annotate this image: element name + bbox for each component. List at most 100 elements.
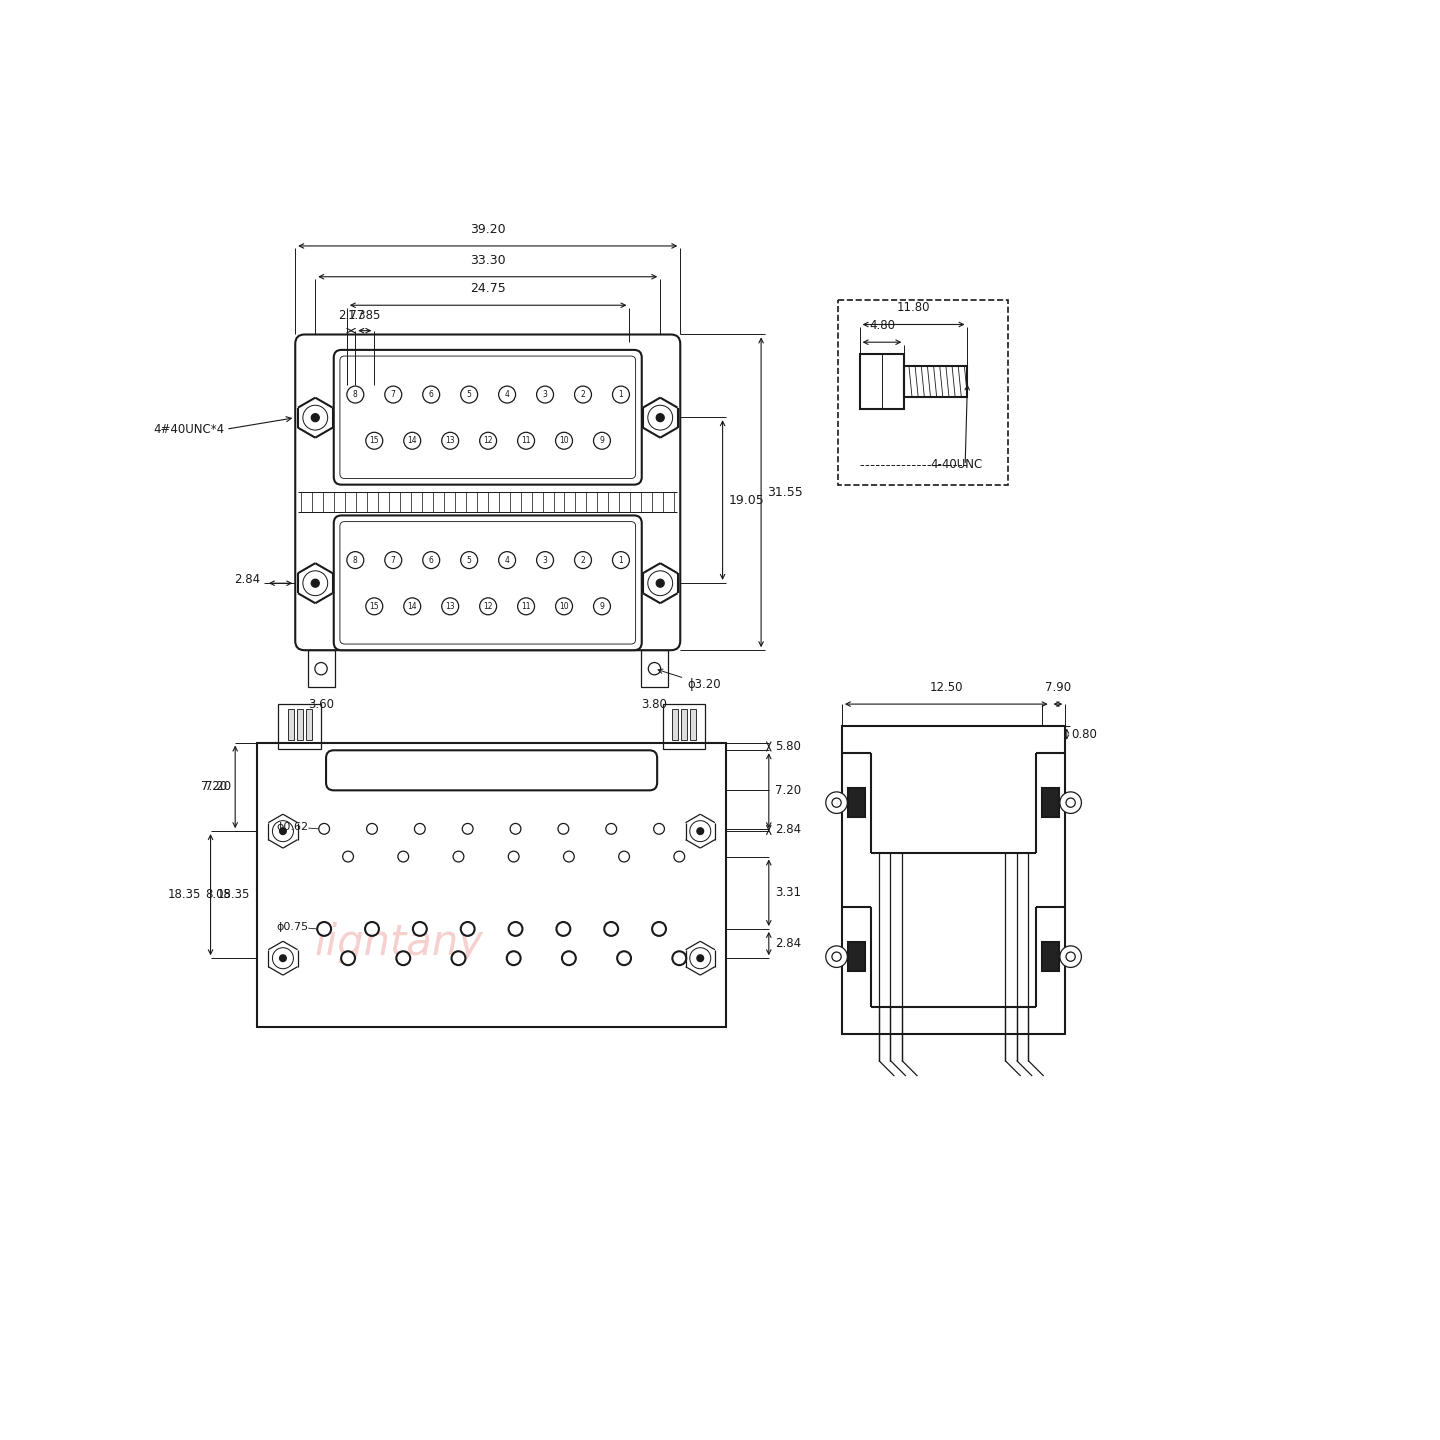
Circle shape	[832, 952, 841, 962]
Bar	[842, 726, 1066, 1034]
Text: 7: 7	[390, 390, 396, 399]
Text: 4-40UNC: 4-40UNC	[930, 458, 984, 471]
Circle shape	[517, 432, 534, 449]
Circle shape	[612, 386, 629, 403]
Bar	[308, 651, 334, 687]
Circle shape	[384, 552, 402, 569]
Text: 7: 7	[390, 556, 396, 564]
Text: 5.80: 5.80	[775, 740, 801, 753]
Circle shape	[302, 405, 328, 431]
Circle shape	[442, 432, 459, 449]
Text: lightany: lightany	[315, 922, 484, 963]
Text: 10: 10	[559, 436, 569, 445]
Circle shape	[825, 792, 847, 814]
Circle shape	[652, 922, 665, 936]
Text: ϕ0.62: ϕ0.62	[276, 822, 308, 831]
Text: 9: 9	[599, 602, 605, 611]
Circle shape	[343, 851, 353, 863]
Circle shape	[366, 432, 383, 449]
Circle shape	[563, 851, 575, 863]
Bar	[1043, 942, 1058, 972]
Text: 3: 3	[543, 556, 547, 564]
Text: 12: 12	[484, 436, 492, 445]
Text: 3: 3	[543, 390, 547, 399]
Text: 3.31: 3.31	[775, 886, 801, 899]
Circle shape	[557, 824, 569, 834]
Text: 7.90: 7.90	[1045, 681, 1071, 694]
Bar	[641, 651, 668, 687]
Text: 4#40UNC*4: 4#40UNC*4	[153, 423, 225, 436]
Bar	[256, 743, 726, 1028]
Circle shape	[612, 552, 629, 569]
Bar	[662, 704, 706, 749]
Circle shape	[1060, 792, 1081, 814]
Text: 1.385: 1.385	[348, 310, 382, 323]
Circle shape	[461, 552, 478, 569]
Text: ϕ3.20: ϕ3.20	[658, 670, 721, 691]
Text: 13: 13	[445, 602, 455, 611]
Circle shape	[341, 952, 356, 965]
Circle shape	[461, 922, 475, 936]
Text: 15: 15	[370, 436, 379, 445]
Circle shape	[384, 386, 402, 403]
Bar	[681, 708, 687, 740]
Text: 3.60: 3.60	[308, 698, 334, 711]
Text: 2: 2	[580, 556, 586, 564]
Text: 14: 14	[408, 602, 418, 611]
Circle shape	[654, 824, 664, 834]
Circle shape	[537, 386, 553, 403]
Circle shape	[507, 952, 521, 965]
Circle shape	[498, 386, 516, 403]
Text: 0.80: 0.80	[1071, 729, 1097, 742]
Circle shape	[690, 948, 711, 969]
Circle shape	[452, 952, 465, 965]
Text: 6: 6	[429, 556, 433, 564]
Text: 7.20: 7.20	[206, 780, 232, 793]
Text: 12.50: 12.50	[930, 681, 963, 694]
Circle shape	[690, 821, 711, 841]
Circle shape	[318, 824, 330, 834]
Circle shape	[619, 851, 629, 863]
Circle shape	[556, 598, 573, 615]
Circle shape	[618, 952, 631, 965]
Text: 2: 2	[580, 390, 586, 399]
Circle shape	[347, 386, 364, 403]
Text: lightany: lightany	[399, 560, 569, 602]
Text: 1: 1	[619, 556, 624, 564]
Text: 11.80: 11.80	[897, 301, 930, 314]
Circle shape	[302, 570, 328, 596]
Circle shape	[648, 570, 672, 596]
Circle shape	[462, 824, 474, 834]
FancyBboxPatch shape	[295, 334, 680, 651]
Circle shape	[498, 552, 516, 569]
Text: 19.05: 19.05	[729, 494, 765, 507]
Circle shape	[480, 432, 497, 449]
Circle shape	[396, 952, 410, 965]
Text: 8.05: 8.05	[206, 888, 232, 901]
Circle shape	[279, 828, 287, 835]
Circle shape	[605, 922, 618, 936]
Text: 5: 5	[467, 390, 471, 399]
Circle shape	[1066, 952, 1076, 962]
Text: 6: 6	[429, 390, 433, 399]
Circle shape	[403, 432, 420, 449]
Circle shape	[510, 824, 521, 834]
Bar	[838, 300, 1008, 485]
Text: 1: 1	[619, 390, 624, 399]
Bar	[1043, 788, 1058, 818]
Bar	[690, 708, 697, 740]
Circle shape	[366, 598, 383, 615]
Circle shape	[311, 579, 320, 588]
Circle shape	[657, 413, 664, 422]
Circle shape	[593, 432, 611, 449]
Text: 13: 13	[445, 436, 455, 445]
Text: 2.84: 2.84	[235, 573, 261, 586]
Text: 4.80: 4.80	[868, 320, 896, 333]
Circle shape	[556, 922, 570, 936]
Text: 2.84: 2.84	[775, 937, 801, 950]
Bar	[307, 708, 312, 740]
Circle shape	[461, 386, 478, 403]
Circle shape	[697, 955, 704, 962]
Circle shape	[825, 946, 847, 968]
Circle shape	[317, 922, 331, 936]
